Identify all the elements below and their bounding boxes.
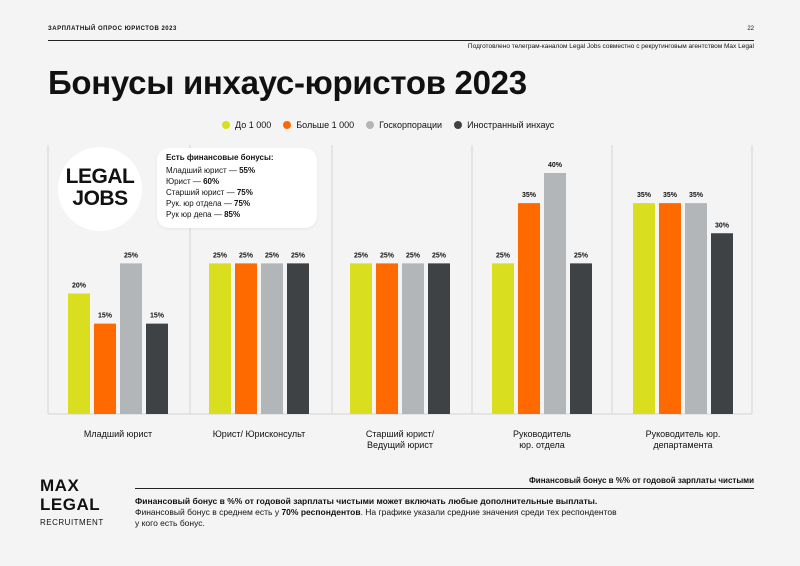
chart-legend: До 1 000 Больше 1 000 Госкорпорации Инос… [222,120,554,130]
bonus-info-list: Младший юрист — 55% Юрист — 60% Старший … [166,165,255,220]
data-label: 25% [432,252,447,259]
data-label: 15% [98,313,113,320]
bar-4-2 [518,203,540,414]
brand-line-2: LEGAL [40,495,101,514]
note-line-2: Финансовый бонус в среднем есть у 70% ре… [135,507,617,517]
bar-2-4 [287,263,309,414]
legend-dot-icon [222,121,230,129]
page-number: 22 [747,26,754,32]
data-label: 20% [72,283,87,290]
data-label: 35% [637,192,652,199]
bar-5-1 [633,203,655,414]
info-item: Рук юр депа — 85% [166,210,241,219]
bar-5-3 [685,203,707,414]
footer-note: Финансовый бонус в %% от годовой зарплат… [135,496,755,529]
legend-dot-icon [366,121,375,129]
data-label: 25% [213,252,228,259]
header-divider [48,40,754,41]
data-label: 35% [689,192,704,199]
data-label: 25% [406,252,421,259]
bar-3-3 [402,263,424,414]
bonus-info-box [157,148,317,228]
legal-jobs-logo-text: LEGAL JOBS [58,166,142,210]
bar-1-4 [146,323,168,414]
max-legal-logo: MAX LEGAL [40,476,100,514]
bar-4-4 [570,263,592,414]
legend-label: Иностранный инхаус [467,120,555,130]
category-label: Руководитель [513,429,571,439]
legend-item-goskorporacii: Госкорпорации [366,120,442,130]
category-label: департамента [653,440,712,450]
bar-1-1 [68,293,90,414]
data-label: 35% [663,192,678,199]
bar-2-3 [261,263,283,414]
data-label: 25% [291,252,306,259]
page-title: Бонусы инхаус-юристов 2023 [48,64,527,101]
chart-caption: Финансовый бонус в %% от годовой зарплат… [528,476,754,485]
bar-5-4 [711,233,733,414]
category-label: Ведущий юрист [367,440,433,450]
data-label: 30% [715,222,730,229]
data-label: 15% [150,313,165,320]
data-label: 25% [380,252,395,259]
category-label: юр. отдела [519,440,565,450]
bar-1-2 [94,323,116,414]
data-label: 35% [522,192,537,199]
bar-1-3 [120,263,142,414]
bar-3-1 [350,263,372,414]
category-label: Руководитель юр. [646,429,721,439]
bar-2-2 [235,263,257,414]
data-label: 25% [239,252,254,259]
bar-3-4 [428,263,450,414]
legend-dot-icon [283,121,292,129]
legal-jobs-logo [58,147,142,231]
logo-line-2: JOBS [72,187,128,210]
category-label: Младший юрист [84,429,152,439]
data-label: 40% [548,162,563,169]
note-line-3: у кого есть бонус. [135,518,205,528]
header-survey-title: ЗАРПЛАТНЫЙ ОПРОС ЮРИСТОВ 2023 [48,26,177,32]
legend-label: Больше 1 000 [296,120,355,130]
max-legal-subtitle: RECRUITMENT [40,518,104,527]
info-item: Рук. юр отдела — 75% [166,199,251,208]
bar-3-2 [376,263,398,414]
legend-label: Госкорпорации [379,120,443,130]
data-label: 25% [496,252,511,259]
bar-4-3 [544,173,566,414]
data-label: 25% [124,252,139,259]
note-line-1: Финансовый бонус в %% от годовой зарплат… [135,496,598,506]
legend-dot-icon [454,121,463,129]
logo-line-1: LEGAL [65,165,135,188]
bar-5-2 [659,203,681,414]
brand-line-1: MAX [40,476,80,495]
legend-item-bolshe-1000: Больше 1 000 [283,120,354,130]
data-label: 25% [574,252,589,259]
footer-divider [135,488,754,489]
header-subline: Подготовлено телеграм-каналом Legal Jobs… [467,43,754,50]
data-label: 25% [265,252,280,259]
bar-2-1 [209,263,231,414]
bonus-info-title: Есть финансовые бонусы: [166,153,274,162]
bar-4-1 [492,263,514,414]
legend-label: До 1 000 [235,120,272,130]
info-item: Младший юрист — 55% [166,166,256,175]
legend-item-inostranniy: Иностранный инхаус [454,120,554,130]
data-label: 25% [354,252,369,259]
category-label: Старший юрист/ [366,429,435,439]
info-item: Юрист — 60% [166,177,220,186]
info-item: Старший юрист — 75% [166,188,253,197]
category-label: Юрист/ Юрисконсульт [213,429,306,439]
legend-item-do-1000: До 1 000 [222,120,271,130]
